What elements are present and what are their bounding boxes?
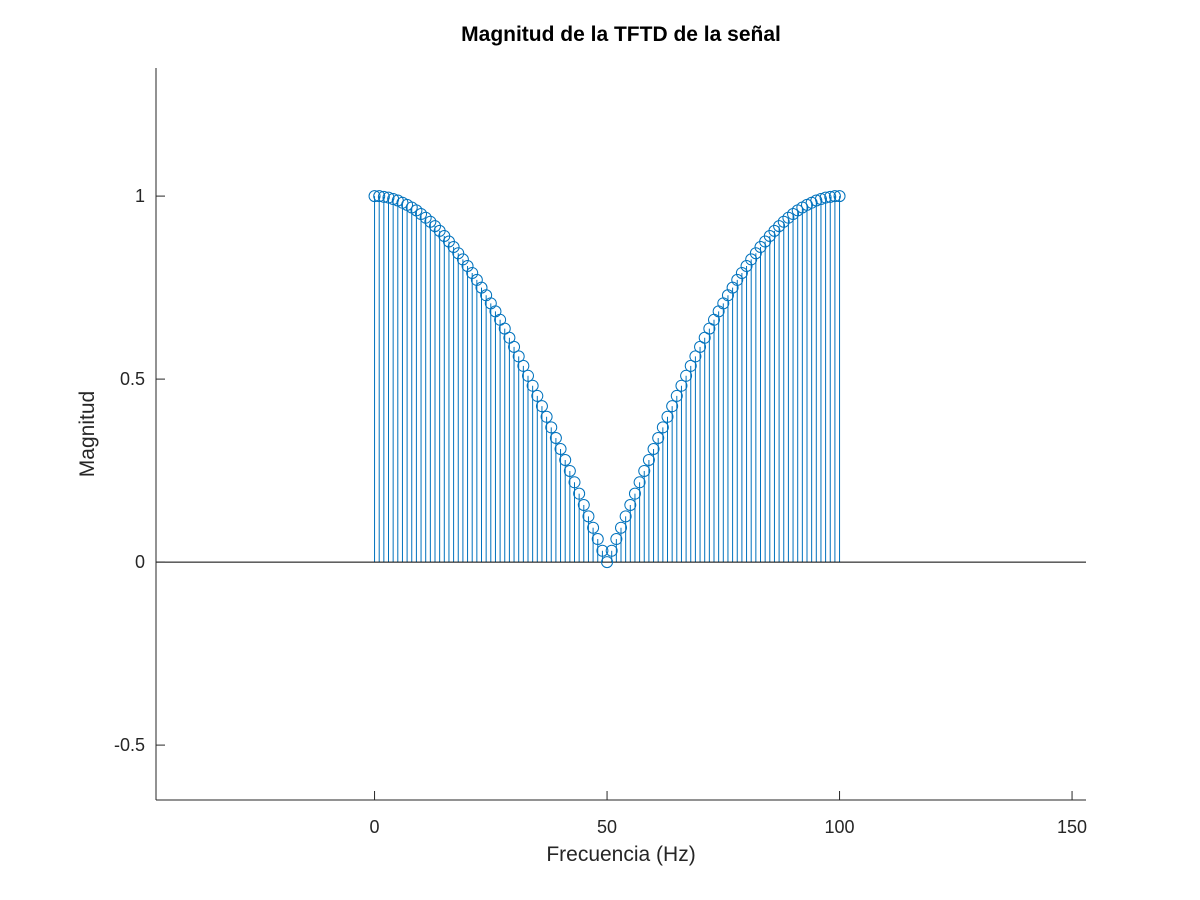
- stem-marker: [656, 421, 669, 434]
- stem-marker: [424, 215, 437, 228]
- stem-marker: [610, 533, 623, 546]
- stem-marker: [624, 499, 637, 512]
- stem-marker: [642, 453, 655, 466]
- stem-marker: [652, 432, 665, 445]
- stem-marker: [749, 247, 762, 260]
- stem-marker: [535, 400, 548, 413]
- stem-marker: [828, 190, 841, 203]
- stem-marker: [531, 389, 544, 402]
- y-axis-label: Magnitud: [76, 391, 99, 477]
- stem-marker: [582, 510, 595, 523]
- stem-marker: [777, 215, 790, 228]
- stem-marker: [568, 476, 581, 489]
- stem-marker: [638, 464, 651, 477]
- stem-marker: [373, 190, 386, 203]
- stem-marker: [377, 190, 390, 203]
- stem-marker: [619, 510, 632, 523]
- stem-marker: [456, 253, 469, 266]
- stem-marker: [601, 556, 614, 569]
- stem-marker: [782, 211, 795, 224]
- stem-marker: [628, 487, 641, 500]
- plot-area: [156, 190, 1086, 569]
- stem-marker: [559, 453, 572, 466]
- stem-marker: [605, 544, 618, 557]
- stem-marker: [540, 410, 553, 423]
- stem-marker: [410, 204, 423, 217]
- x-tick-label: 100: [825, 817, 855, 837]
- stem-marker: [684, 359, 697, 372]
- stem-marker: [563, 464, 576, 477]
- stem-marker: [429, 220, 441, 233]
- stem-marker: [833, 190, 846, 203]
- stem-marker: [810, 194, 823, 207]
- stem-marker: [675, 379, 688, 392]
- stem-marker: [452, 247, 465, 260]
- stem-marker: [731, 273, 744, 286]
- stem-marker: [615, 521, 627, 534]
- y-tick-label: 1: [135, 186, 145, 206]
- stem-marker: [666, 400, 679, 413]
- stem-marker: [824, 190, 837, 203]
- y-tick-label: 0: [135, 552, 145, 572]
- stem-marker: [735, 266, 748, 279]
- stem-marker: [549, 432, 562, 445]
- stem-marker: [508, 340, 521, 353]
- stem-marker: [745, 253, 758, 266]
- x-axis-ticks: 0 50 100 150: [370, 791, 1087, 837]
- stem-marker: [633, 476, 646, 489]
- stem-marker: [819, 191, 832, 204]
- x-tick-label: 0: [370, 817, 380, 837]
- stem-marker: [419, 211, 432, 224]
- y-tick-label: 0.5: [120, 369, 145, 389]
- stem-marker: [368, 190, 381, 203]
- chart-title: Magnitud de la TFTD de la señal: [461, 23, 781, 46]
- stem-marker: [573, 487, 586, 500]
- stem-marker: [591, 533, 604, 546]
- x-tick-label: 150: [1057, 817, 1087, 837]
- stem-marker: [447, 240, 460, 253]
- stem-marker: [461, 260, 474, 273]
- stem-marker: [545, 421, 558, 434]
- x-axis-label: Frecuencia (Hz): [546, 843, 695, 866]
- stem-marker: [773, 220, 786, 233]
- x-tick-label: 50: [597, 817, 617, 837]
- stem-marker: [670, 389, 683, 402]
- stem-marker: [596, 544, 609, 557]
- stem-marker: [689, 350, 702, 363]
- stem-marker: [740, 260, 753, 273]
- y-axis-ticks: -0.5 0 0.5 1: [114, 186, 165, 755]
- stem-marker: [768, 224, 781, 237]
- stem-marker: [587, 521, 600, 534]
- stem-marker: [415, 208, 428, 221]
- stem-marker: [382, 191, 395, 204]
- stem-marker: [814, 193, 827, 206]
- stem-marker: [787, 208, 800, 221]
- stem-marker: [466, 266, 479, 279]
- stem-marker: [647, 443, 660, 456]
- y-tick-label: -0.5: [114, 735, 145, 755]
- stem-marker: [577, 499, 590, 512]
- stem-marker: [517, 359, 530, 372]
- stem-marker: [661, 410, 674, 423]
- stem-marker: [512, 350, 525, 363]
- stem-marker: [522, 369, 534, 382]
- stem-marker: [526, 379, 539, 392]
- stem-marker: [680, 369, 693, 382]
- stem-marker: [554, 443, 567, 456]
